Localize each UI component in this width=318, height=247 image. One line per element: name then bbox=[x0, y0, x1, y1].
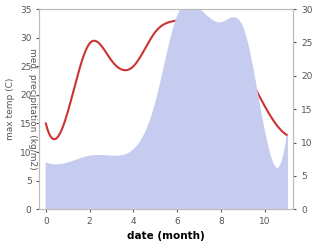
Y-axis label: max temp (C): max temp (C) bbox=[5, 78, 15, 140]
Y-axis label: med. precipitation (kg/m2): med. precipitation (kg/m2) bbox=[28, 48, 37, 170]
X-axis label: date (month): date (month) bbox=[128, 231, 205, 242]
